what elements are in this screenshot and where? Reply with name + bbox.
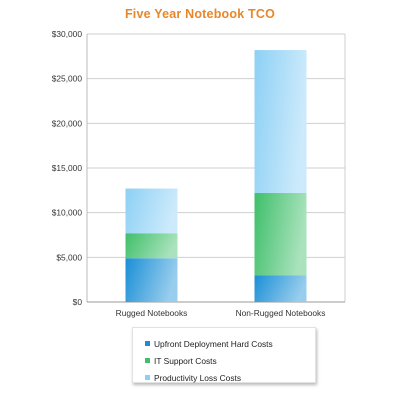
legend-label: IT Support Costs [154,355,217,366]
x-tick-label: Rugged Notebooks [116,308,188,318]
legend-swatch [145,358,150,363]
y-tick-label: $30,000 [52,29,83,39]
legend-label: Productivity Loss Costs [154,372,242,383]
bar-segment [125,233,178,259]
bar-layer [125,50,307,302]
y-tick-label: $25,000 [52,74,83,84]
legend-item: Upfront Deployment Hard Costs [145,335,315,352]
y-tick-label: $15,000 [52,163,83,173]
label-layer: $0 $5,000 $10,000 $15,000 $20,000 $25,000 $30,… [52,29,326,318]
bar-segment [125,188,178,234]
chart-title: Five Year Notebook TCO [124,7,276,21]
legend-item: IT Support Costs [145,352,315,369]
y-tick-label: $5,000 [56,252,82,262]
bar-segment [254,193,307,276]
y-tick-label: $0 [73,297,83,307]
y-tick-label: $20,000 [52,118,83,128]
legend-swatch [145,375,150,380]
legend-label: Upfront Deployment Hard Costs [154,338,273,349]
x-tick-label: Non-Rugged Notebooks [236,308,326,318]
legend-item: Productivity Loss Costs [145,369,315,386]
bar-segment [254,50,307,194]
y-tick-label: $10,000 [52,208,83,218]
bar-segment [125,258,178,302]
bar-segment [254,275,307,302]
legend-swatch [145,341,150,346]
legend: Upfront Deployment Hard Costs IT Support … [132,327,316,383]
